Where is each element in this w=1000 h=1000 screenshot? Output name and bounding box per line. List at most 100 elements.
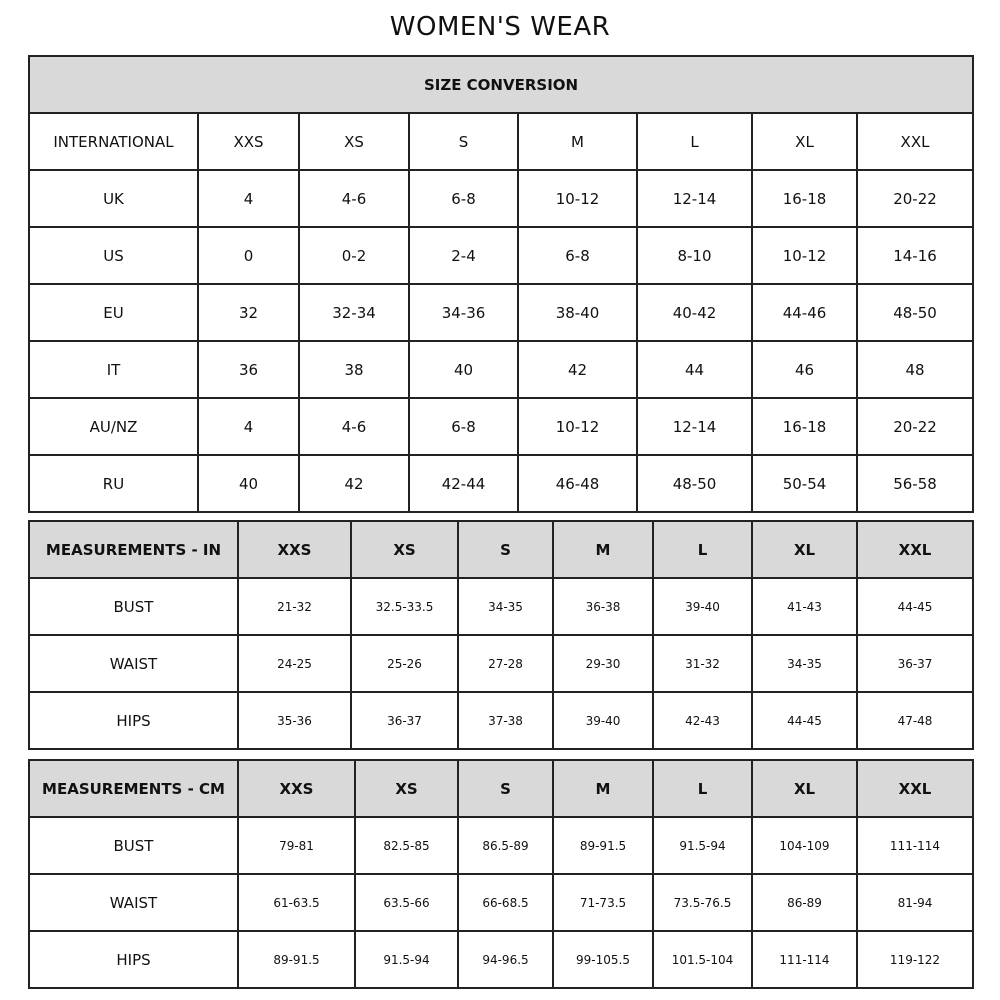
- row-label-header: MEASUREMENTS - CM: [28, 759, 239, 818]
- cell-value: 37-38: [457, 691, 554, 750]
- size-header: XS: [298, 112, 410, 171]
- header-row: INTERNATIONAL XXS XS S M L XL XXL: [28, 112, 975, 171]
- cell-value: 91.5-94: [652, 816, 753, 875]
- size-header: XS: [354, 759, 459, 818]
- measurements-cm-table: MEASUREMENTS - CM XXS XS S M L XL XXL BUST 79-81 8…: [28, 759, 974, 989]
- table-row: IT 36 38 40 42 44 46 48: [28, 340, 975, 399]
- cell-value: 82.5-85: [354, 816, 459, 875]
- header-row: MEASUREMENTS - CM XXS XS S M L XL XXL: [28, 759, 974, 818]
- cell-value: 6-8: [408, 169, 519, 228]
- row-label: US: [28, 226, 199, 285]
- cell-value: 48: [855, 340, 975, 399]
- size-header: M: [552, 520, 654, 579]
- header-row: MEASUREMENTS - IN XXS XS S M L XL XXL: [28, 520, 974, 579]
- cell-value: 4-6: [298, 169, 410, 228]
- cell-value: 56-58: [855, 454, 975, 513]
- cell-value: 47-48: [856, 691, 974, 750]
- row-label: HIPS: [28, 930, 239, 989]
- cell-value: 44: [636, 340, 753, 399]
- size-header: S: [408, 112, 519, 171]
- table-row: UK 4 4-6 6-8 10-12 12-14 16-18 20-22: [28, 169, 975, 228]
- cell-value: 79-81: [237, 816, 356, 875]
- cell-value: 44-46: [751, 283, 858, 342]
- cell-value: 20-22: [855, 397, 975, 456]
- cell-value: 63.5-66: [354, 873, 459, 932]
- cell-value: 81-94: [856, 873, 974, 932]
- cell-value: 86.5-89: [457, 816, 554, 875]
- table-row: RU 40 42 42-44 46-48 48-50 50-54 56-58: [28, 454, 975, 513]
- cell-value: 39-40: [652, 577, 753, 636]
- cell-value: 8-10: [636, 226, 753, 285]
- row-label: EU: [28, 283, 199, 342]
- cell-value: 40-42: [636, 283, 753, 342]
- cell-value: 42-43: [652, 691, 753, 750]
- cell-value: 34-35: [751, 634, 858, 693]
- cell-value: 46: [751, 340, 858, 399]
- size-header: L: [636, 112, 753, 171]
- size-header: XL: [751, 520, 858, 579]
- table-row: HIPS 89-91.5 91.5-94 94-96.5 99-105.5 101.5-1…: [28, 930, 974, 989]
- cell-value: 86-89: [751, 873, 858, 932]
- table-row: BUST 79-81 82.5-85 86.5-89 89-91.5 91.5-94 104…: [28, 816, 974, 875]
- cell-value: 10-12: [517, 169, 638, 228]
- cell-value: 42: [517, 340, 638, 399]
- cell-value: 36-38: [552, 577, 654, 636]
- cell-value: 46-48: [517, 454, 638, 513]
- table-row: WAIST 61-63.5 63.5-66 66-68.5 71-73.5 73.5-76…: [28, 873, 974, 932]
- cell-value: 39-40: [552, 691, 654, 750]
- cell-value: 99-105.5: [552, 930, 654, 989]
- size-header: L: [652, 520, 753, 579]
- cell-value: 10-12: [517, 397, 638, 456]
- size-header: M: [552, 759, 654, 818]
- cell-value: 35-36: [237, 691, 352, 750]
- cell-value: 16-18: [751, 397, 858, 456]
- cell-value: 73.5-76.5: [652, 873, 753, 932]
- cell-value: 38: [298, 340, 410, 399]
- cell-value: 42: [298, 454, 410, 513]
- cell-value: 71-73.5: [552, 873, 654, 932]
- row-label: RU: [28, 454, 199, 513]
- cell-value: 50-54: [751, 454, 858, 513]
- cell-value: 40: [408, 340, 519, 399]
- row-label: WAIST: [28, 634, 239, 693]
- cell-value: 44-45: [856, 577, 974, 636]
- cell-value: 48-50: [855, 283, 975, 342]
- cell-value: 6-8: [408, 397, 519, 456]
- row-label: WAIST: [28, 873, 239, 932]
- cell-value: 21-32: [237, 577, 352, 636]
- size-header: S: [457, 520, 554, 579]
- cell-value: 94-96.5: [457, 930, 554, 989]
- size-header: S: [457, 759, 554, 818]
- cell-value: 34-36: [408, 283, 519, 342]
- row-label: HIPS: [28, 691, 239, 750]
- cell-value: 104-109: [751, 816, 858, 875]
- cell-value: 36-37: [350, 691, 459, 750]
- cell-value: 6-8: [517, 226, 638, 285]
- cell-value: 14-16: [855, 226, 975, 285]
- cell-value: 111-114: [751, 930, 858, 989]
- size-header: XS: [350, 520, 459, 579]
- row-label: AU/NZ: [28, 397, 199, 456]
- table-row: WAIST 24-25 25-26 27-28 29-30 31-32 34-35 36-37: [28, 634, 974, 693]
- row-label: BUST: [28, 816, 239, 875]
- size-header: XL: [751, 112, 858, 171]
- row-label: BUST: [28, 577, 239, 636]
- size-header: L: [652, 759, 753, 818]
- cell-value: 61-63.5: [237, 873, 356, 932]
- cell-value: 24-25: [237, 634, 352, 693]
- size-header: XL: [751, 759, 858, 818]
- page-title: WOMEN'S WEAR: [389, 12, 611, 42]
- size-header: XXL: [856, 759, 974, 818]
- cell-value: 44-45: [751, 691, 858, 750]
- cell-value: 42-44: [408, 454, 519, 513]
- cell-value: 16-18: [751, 169, 858, 228]
- cell-value: 29-30: [552, 634, 654, 693]
- size-header: XXL: [855, 112, 975, 171]
- cell-value: 119-122: [856, 930, 974, 989]
- cell-value: 89-91.5: [237, 930, 356, 989]
- cell-value: 89-91.5: [552, 816, 654, 875]
- cell-value: 32.5-33.5: [350, 577, 459, 636]
- cell-value: 66-68.5: [457, 873, 554, 932]
- cell-value: 25-26: [350, 634, 459, 693]
- cell-value: 4: [197, 169, 300, 228]
